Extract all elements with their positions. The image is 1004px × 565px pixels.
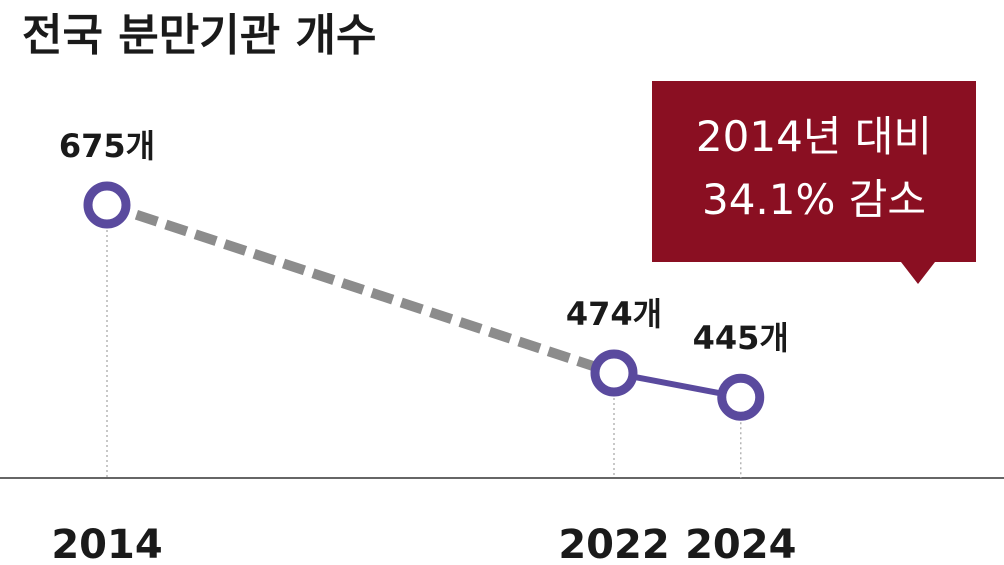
x-tick-2022: 2022 <box>558 522 669 565</box>
data-point-2024 <box>717 373 765 421</box>
callout-line1: 2014년 대비 <box>696 112 932 161</box>
data-label-2014: 675개 <box>59 127 155 165</box>
chart-title: 전국 분만기관 개수 <box>22 10 376 61</box>
segment-2014-2022 <box>105 200 616 378</box>
callout-background <box>652 81 976 284</box>
data-point-2014 <box>83 181 131 229</box>
callout-line2: 34.1% 감소 <box>702 175 926 224</box>
x-tick-2024: 2024 <box>685 522 796 565</box>
data-points <box>83 181 765 421</box>
data-label-2024: 445개 <box>693 319 789 357</box>
callout-box: 2014년 대비 34.1% 감소 <box>652 81 976 284</box>
x-tick-2014: 2014 <box>51 522 162 565</box>
data-label-2022: 474개 <box>566 295 662 333</box>
x-tick-labels: 2014 2022 2024 <box>51 522 796 565</box>
drop-lines <box>106 205 742 478</box>
data-point-2022 <box>590 349 638 397</box>
data-labels: 675개 474개 445개 <box>59 127 789 357</box>
